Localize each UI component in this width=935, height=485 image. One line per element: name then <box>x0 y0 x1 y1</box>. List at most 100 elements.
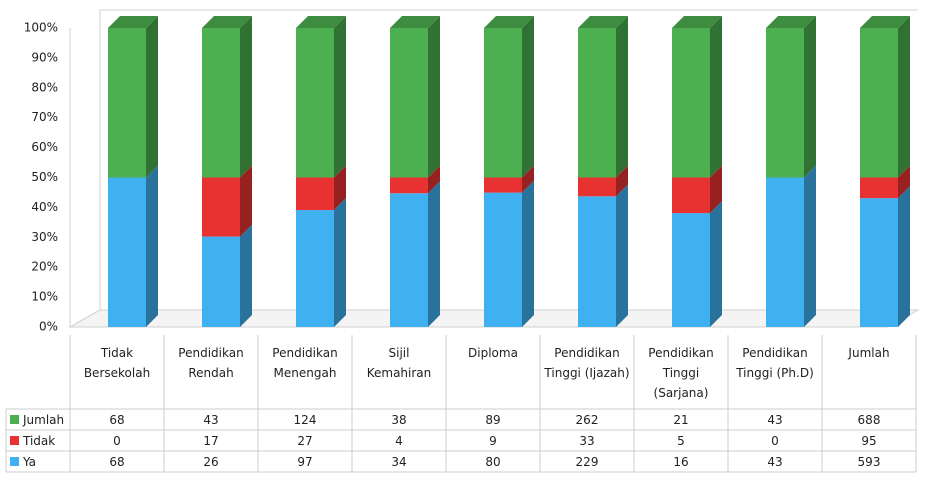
table-value: 68 <box>109 413 124 427</box>
bar-side <box>710 201 722 327</box>
bar-side <box>428 165 440 194</box>
bar-side <box>616 165 628 197</box>
legend-swatch <box>10 415 19 424</box>
bar-top <box>202 16 252 28</box>
bar-segment <box>860 28 898 178</box>
table-value: 33 <box>579 434 594 448</box>
table-value: 0 <box>113 434 121 448</box>
table-value: 688 <box>858 413 881 427</box>
table-value: 68 <box>109 455 124 469</box>
bar-side <box>804 165 816 327</box>
category-label: Pendidikan Menengah <box>272 346 338 380</box>
legend-label: Ya <box>22 455 36 469</box>
table-value: 593 <box>858 455 881 469</box>
bar-side <box>240 224 252 327</box>
bar-top <box>860 16 910 28</box>
bar-side <box>334 16 346 178</box>
bar-top <box>108 16 158 28</box>
bar-segment <box>202 236 240 327</box>
bar-side <box>898 186 910 327</box>
bar-segment <box>484 192 522 327</box>
table-value: 5 <box>677 434 685 448</box>
table-value: 95 <box>861 434 876 448</box>
bar-segment <box>484 28 522 178</box>
bar-segment <box>860 198 898 327</box>
bar-side <box>898 16 910 178</box>
table-value: 17 <box>203 434 218 448</box>
category-label: Sijil Kemahiran <box>366 346 432 380</box>
bar-side <box>710 16 722 178</box>
category-label: Tidak Bersekolah <box>83 346 151 380</box>
bar-side <box>428 16 440 178</box>
table-value: 43 <box>767 455 782 469</box>
bar-side <box>240 16 252 178</box>
bar-segment <box>672 213 710 327</box>
table-value: 262 <box>576 413 599 427</box>
bar-top <box>672 16 722 28</box>
y-tick-label: 10% <box>31 290 58 304</box>
bar-segment <box>390 177 428 194</box>
category-label: Pendidikan Rendah <box>178 346 244 380</box>
table-value: 34 <box>391 455 406 469</box>
table-value: 97 <box>297 455 312 469</box>
bar-side <box>710 165 722 214</box>
legend-swatch <box>10 436 19 445</box>
table-value: 80 <box>485 455 500 469</box>
table-value: 43 <box>203 413 218 427</box>
bar-side <box>334 198 346 327</box>
bar-segment <box>202 28 240 178</box>
table-value: 9 <box>489 434 497 448</box>
bar-segment <box>202 177 240 237</box>
category-label: Pendidikan Tinggi (Sarjana) <box>648 346 714 400</box>
table-value: 21 <box>673 413 688 427</box>
bar-top <box>578 16 628 28</box>
bar-segment <box>108 177 146 327</box>
bar-segment <box>108 28 146 178</box>
legend-swatch <box>10 457 19 466</box>
bar-segment <box>390 193 428 327</box>
table-value: 89 <box>485 413 500 427</box>
bar-segment <box>860 177 898 199</box>
table-value: 43 <box>767 413 782 427</box>
table-value: 26 <box>203 455 218 469</box>
bar-side <box>616 184 628 327</box>
bar-side <box>804 16 816 178</box>
y-tick-label: 30% <box>31 230 58 244</box>
table-value: 38 <box>391 413 406 427</box>
bar-side <box>522 165 534 193</box>
y-tick-label: 0% <box>39 320 58 334</box>
bar-side <box>522 16 534 178</box>
bar-segment <box>296 210 334 327</box>
y-tick-label: 60% <box>31 140 58 154</box>
bar-top <box>296 16 346 28</box>
y-tick-label: 80% <box>31 80 58 94</box>
bar-segment <box>766 28 804 178</box>
category-label: Pendidikan Tinggi (Ph.D) <box>736 346 814 380</box>
table-value: 27 <box>297 434 312 448</box>
bar-side <box>240 165 252 237</box>
y-tick-label: 100% <box>24 21 58 35</box>
bar-side <box>334 165 346 211</box>
bar-segment <box>390 28 428 178</box>
table-value: 229 <box>576 455 599 469</box>
table-value: 0 <box>771 434 779 448</box>
y-tick-label: 50% <box>31 170 58 184</box>
bar-side <box>146 165 158 327</box>
y-tick-label: 40% <box>31 200 58 214</box>
y-tick-label: 90% <box>31 50 58 64</box>
bar-side <box>898 165 910 199</box>
legend-label: Jumlah <box>22 413 64 427</box>
category-label: Jumlah <box>848 346 890 360</box>
bar-segment <box>484 177 522 193</box>
bar-segment <box>296 28 334 178</box>
y-tick-label: 70% <box>31 110 58 124</box>
category-label: Pendidikan Tinggi (Ijazah) <box>544 346 630 380</box>
bar-segment <box>672 28 710 178</box>
bar-side <box>428 181 440 327</box>
bar-top <box>766 16 816 28</box>
bar-segment <box>296 177 334 211</box>
bar-segment <box>578 196 616 327</box>
table-value: 124 <box>294 413 317 427</box>
